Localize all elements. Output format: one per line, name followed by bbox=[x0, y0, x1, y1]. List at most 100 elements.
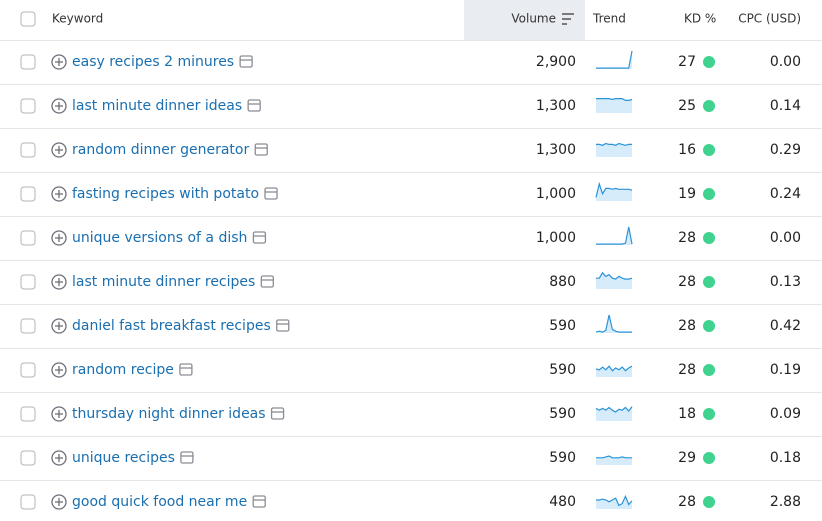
add-keyword-plus bbox=[55, 366, 63, 374]
trend-line bbox=[595, 365, 633, 372]
kd-indicator bbox=[703, 364, 715, 376]
row-checkbox[interactable] bbox=[20, 318, 36, 334]
sorted-column-bg bbox=[464, 0, 585, 40]
trend-area bbox=[596, 496, 632, 509]
add-keyword-icon[interactable] bbox=[51, 186, 67, 202]
trend-line bbox=[596, 494, 633, 507]
serp-icon[interactable] bbox=[254, 143, 268, 156]
row-checkbox[interactable] bbox=[20, 450, 36, 466]
serp-icon[interactable] bbox=[247, 99, 261, 112]
add-keyword-plus bbox=[55, 190, 63, 198]
cpc-value: 0.09 bbox=[770, 406, 801, 422]
kd-indicator bbox=[703, 232, 715, 244]
trend-line bbox=[596, 50, 633, 69]
serp-icon[interactable] bbox=[239, 55, 253, 68]
serp-icon[interactable] bbox=[252, 231, 267, 244]
keyword-link[interactable]: random recipe bbox=[72, 362, 174, 378]
cpc-value: 0.00 bbox=[770, 230, 801, 246]
add-keyword-icon[interactable] bbox=[51, 142, 67, 158]
add-keyword-plus bbox=[55, 454, 63, 462]
kd-indicator bbox=[703, 408, 715, 420]
trend-area bbox=[596, 143, 632, 157]
kd-indicator bbox=[703, 320, 715, 332]
keyword-link[interactable]: last minute dinner ideas bbox=[72, 98, 242, 114]
kd-indicator bbox=[703, 452, 715, 464]
add-keyword-plus bbox=[55, 322, 63, 330]
add-keyword-icon[interactable] bbox=[51, 362, 67, 378]
trend-area bbox=[596, 272, 632, 289]
keyword-link[interactable]: easy recipes 2 minures bbox=[72, 54, 234, 70]
row-checkbox[interactable] bbox=[20, 186, 36, 202]
add-keyword-icon[interactable] bbox=[51, 406, 67, 422]
kd-value: 29 bbox=[678, 450, 696, 466]
header-volume[interactable]: Volume bbox=[511, 12, 556, 26]
kd-value: 27 bbox=[678, 54, 696, 70]
kd-value: 28 bbox=[678, 362, 696, 378]
kd-indicator bbox=[703, 276, 715, 288]
cpc-value: 0.00 bbox=[770, 54, 801, 70]
kd-value: 28 bbox=[678, 274, 696, 290]
trend-line bbox=[595, 406, 633, 413]
keyword-link[interactable]: unique recipes bbox=[72, 450, 175, 466]
cpc-value: 0.14 bbox=[770, 98, 801, 114]
keyword-link[interactable]: good quick food near me bbox=[72, 494, 247, 510]
trend-line bbox=[596, 271, 633, 280]
trend-area bbox=[596, 183, 632, 201]
row-checkbox[interactable] bbox=[20, 362, 36, 378]
kd-value: 16 bbox=[678, 142, 696, 158]
select-all-checkbox[interactable] bbox=[20, 11, 36, 27]
serp-icon[interactable] bbox=[179, 363, 193, 376]
serp-icon[interactable] bbox=[260, 275, 274, 288]
keyword-link[interactable]: daniel fast breakfast recipes bbox=[72, 318, 271, 334]
trend-line bbox=[595, 181, 633, 198]
kd-indicator bbox=[703, 188, 715, 200]
kd-value: 25 bbox=[678, 98, 696, 114]
serp-icon[interactable] bbox=[252, 495, 266, 508]
add-keyword-icon[interactable] bbox=[51, 494, 67, 510]
add-keyword-icon[interactable] bbox=[51, 230, 67, 246]
cpc-value: 0.42 bbox=[770, 318, 801, 334]
row-checkbox[interactable] bbox=[20, 98, 36, 114]
add-keyword-plus bbox=[55, 146, 63, 154]
add-keyword-icon[interactable] bbox=[51, 318, 67, 334]
keyword-link[interactable]: thursday night dinner ideas bbox=[72, 406, 266, 422]
serp-icon[interactable] bbox=[264, 187, 278, 200]
row-checkbox[interactable] bbox=[20, 54, 36, 70]
keyword-link[interactable]: last minute dinner recipes bbox=[72, 274, 255, 290]
trend-area bbox=[596, 98, 632, 113]
cpc-value: 0.19 bbox=[770, 362, 801, 378]
header-trend: Trend bbox=[592, 12, 626, 26]
row-checkbox[interactable] bbox=[20, 274, 36, 290]
trend-line bbox=[596, 455, 632, 459]
header-cpc[interactable]: CPC (USD) bbox=[738, 12, 801, 26]
row-checkbox[interactable] bbox=[20, 142, 36, 158]
volume: 1,300 bbox=[536, 98, 576, 114]
cpc-value: 0.29 bbox=[770, 142, 801, 158]
header-kd[interactable]: KD % bbox=[684, 12, 716, 26]
cpc-value: 0.18 bbox=[770, 450, 801, 466]
serp-icon[interactable] bbox=[180, 451, 194, 464]
volume: 590 bbox=[549, 318, 576, 334]
trend-line bbox=[595, 314, 632, 333]
serp-icon[interactable] bbox=[270, 407, 285, 420]
row-checkbox[interactable] bbox=[20, 230, 36, 246]
volume: 1,300 bbox=[536, 142, 576, 158]
keyword-link[interactable]: fasting recipes with potato bbox=[72, 186, 259, 202]
row-checkbox[interactable] bbox=[20, 494, 36, 510]
keyword-link[interactable]: unique versions of a dish bbox=[72, 230, 247, 246]
add-keyword-icon[interactable] bbox=[51, 98, 67, 114]
add-keyword-plus bbox=[55, 102, 63, 110]
keyword-link[interactable]: random dinner generator bbox=[72, 142, 249, 158]
add-keyword-icon[interactable] bbox=[51, 54, 67, 70]
trend-line bbox=[596, 97, 633, 102]
kd-indicator bbox=[703, 496, 715, 508]
row-checkbox[interactable] bbox=[20, 406, 36, 422]
add-keyword-icon[interactable] bbox=[51, 274, 67, 290]
trend-line bbox=[596, 142, 632, 146]
add-keyword-icon[interactable] bbox=[51, 450, 67, 466]
volume: 2,900 bbox=[536, 54, 576, 70]
volume: 1,000 bbox=[536, 186, 576, 202]
sort-icon[interactable] bbox=[562, 13, 574, 25]
trend-line bbox=[596, 226, 633, 245]
serp-icon[interactable] bbox=[276, 319, 290, 332]
